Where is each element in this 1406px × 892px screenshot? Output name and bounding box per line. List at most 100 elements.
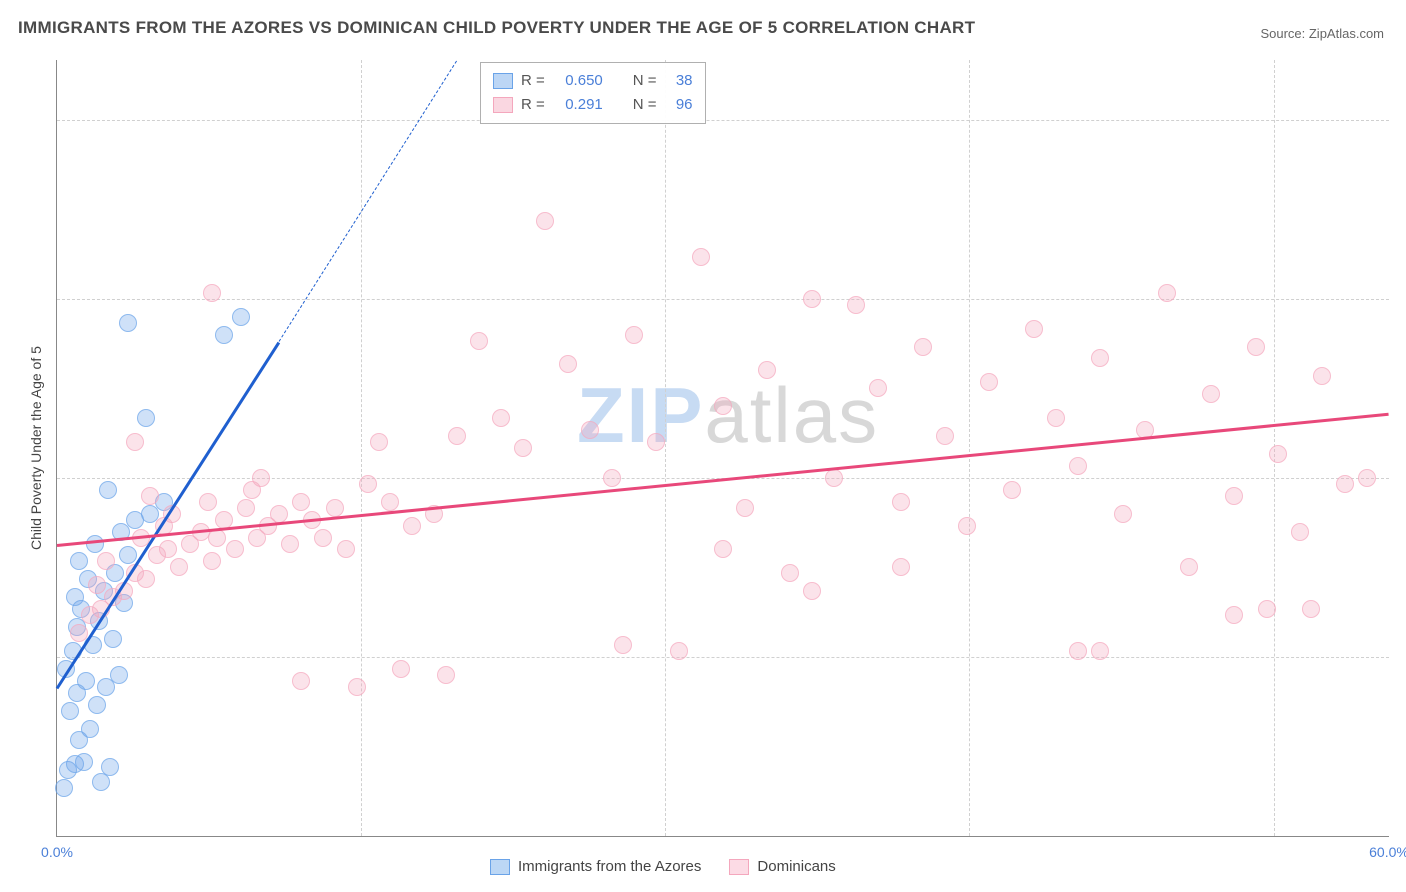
data-point xyxy=(1225,606,1243,624)
data-point xyxy=(232,308,250,326)
data-point xyxy=(1202,385,1220,403)
data-point xyxy=(381,493,399,511)
data-point xyxy=(625,326,643,344)
data-point xyxy=(892,493,910,511)
data-point xyxy=(314,529,332,547)
gridline-v xyxy=(969,60,970,836)
data-point xyxy=(141,487,159,505)
data-point xyxy=(781,564,799,582)
data-point xyxy=(758,361,776,379)
data-point xyxy=(1180,558,1198,576)
data-point xyxy=(892,558,910,576)
chart-title: IMMIGRANTS FROM THE AZORES VS DOMINICAN … xyxy=(18,18,975,38)
watermark-b: atlas xyxy=(704,371,879,459)
data-point xyxy=(61,702,79,720)
data-point xyxy=(77,672,95,690)
data-point xyxy=(514,439,532,457)
data-point xyxy=(170,558,188,576)
data-point xyxy=(119,314,137,332)
x-tick-label: 60.0% xyxy=(1369,844,1406,860)
data-point xyxy=(603,469,621,487)
data-point xyxy=(292,493,310,511)
data-point xyxy=(736,499,754,517)
data-point xyxy=(99,481,117,499)
data-point xyxy=(392,660,410,678)
data-point xyxy=(1003,481,1021,499)
data-point xyxy=(159,540,177,558)
legend-stat-row: R =0.650N =38 xyxy=(493,69,693,93)
data-point xyxy=(292,672,310,690)
data-point xyxy=(215,326,233,344)
data-point xyxy=(97,552,115,570)
data-point xyxy=(448,427,466,445)
data-point xyxy=(359,475,377,493)
data-point xyxy=(203,284,221,302)
data-point xyxy=(104,630,122,648)
data-point xyxy=(1091,349,1109,367)
data-point xyxy=(119,546,137,564)
data-point xyxy=(55,779,73,797)
scatter-plot: ZIPatlas 15.0%30.0%45.0%60.0%0.0%60.0% xyxy=(56,60,1389,837)
data-point xyxy=(110,666,128,684)
data-point xyxy=(581,421,599,439)
legend-bottom: Immigrants from the AzoresDominicans xyxy=(490,858,836,875)
data-point xyxy=(647,433,665,451)
data-point xyxy=(1225,487,1243,505)
data-point xyxy=(958,517,976,535)
data-point xyxy=(92,773,110,791)
data-point xyxy=(66,588,84,606)
data-point xyxy=(281,535,299,553)
legend-item: Dominicans xyxy=(729,858,835,875)
watermark: ZIPatlas xyxy=(577,370,879,461)
data-point xyxy=(88,576,106,594)
data-point xyxy=(1269,445,1287,463)
data-point xyxy=(614,636,632,654)
data-point xyxy=(1291,523,1309,541)
data-point xyxy=(1247,338,1265,356)
data-point xyxy=(1313,367,1331,385)
legend-stat-row: R =0.291N =96 xyxy=(493,93,693,117)
data-point xyxy=(199,493,217,511)
data-point xyxy=(1302,600,1320,618)
data-point xyxy=(75,753,93,771)
data-point xyxy=(70,552,88,570)
data-point xyxy=(252,469,270,487)
data-point xyxy=(348,678,366,696)
data-point xyxy=(825,469,843,487)
gridline-h xyxy=(57,120,1389,121)
data-point xyxy=(492,409,510,427)
data-point xyxy=(1336,475,1354,493)
data-point xyxy=(1025,320,1043,338)
data-point xyxy=(692,248,710,266)
data-point xyxy=(869,379,887,397)
watermark-a: ZIP xyxy=(577,371,704,459)
y-axis-label: Child Poverty Under the Age of 5 xyxy=(28,346,44,550)
data-point xyxy=(270,505,288,523)
data-point xyxy=(337,540,355,558)
gridline-h xyxy=(57,299,1389,300)
data-point xyxy=(1358,469,1376,487)
data-point xyxy=(137,409,155,427)
data-point xyxy=(559,355,577,373)
data-point xyxy=(714,540,732,558)
data-point xyxy=(914,338,932,356)
data-point xyxy=(88,696,106,714)
data-point xyxy=(203,552,221,570)
data-point xyxy=(326,499,344,517)
data-point xyxy=(980,373,998,391)
x-tick-label: 0.0% xyxy=(41,844,73,860)
data-point xyxy=(237,499,255,517)
data-point xyxy=(370,433,388,451)
legend-statistics: R =0.650N =38R =0.291N =96 xyxy=(480,62,706,124)
data-point xyxy=(81,720,99,738)
data-point xyxy=(101,758,119,776)
data-point xyxy=(437,666,455,684)
y-tick-label: 60.0% xyxy=(1397,112,1406,128)
data-point xyxy=(470,332,488,350)
data-point xyxy=(1158,284,1176,302)
gridline-h xyxy=(57,657,1389,658)
y-tick-label: 45.0% xyxy=(1397,291,1406,307)
data-point xyxy=(936,427,954,445)
data-point xyxy=(1258,600,1276,618)
data-point xyxy=(403,517,421,535)
